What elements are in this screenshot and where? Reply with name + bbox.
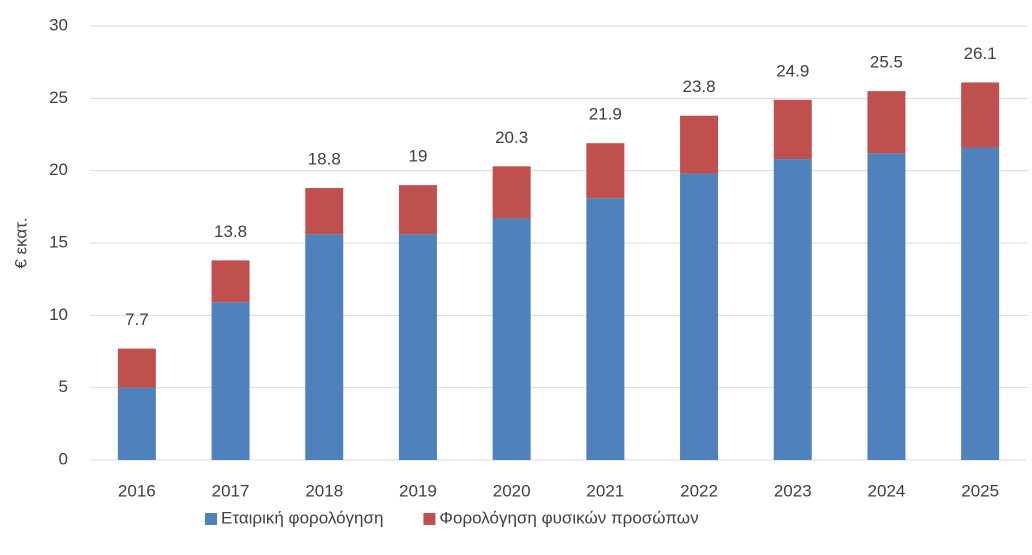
x-tick-label: 2019 xyxy=(399,481,437,500)
total-label: 24.9 xyxy=(776,61,809,80)
y-tick-label: 25 xyxy=(49,88,68,107)
bar-segment xyxy=(867,91,906,154)
bar-segment xyxy=(492,218,531,460)
legend-label: Φορολόγηση φυσικών προσώπων xyxy=(439,508,698,527)
legend-swatch xyxy=(423,513,436,525)
x-tick-label: 2016 xyxy=(118,481,156,500)
total-label: 18.8 xyxy=(308,150,341,169)
x-tick-label: 2022 xyxy=(680,481,718,500)
x-tick-label: 2024 xyxy=(868,481,906,500)
bar-segment xyxy=(867,153,906,460)
bar-segment xyxy=(961,82,1000,148)
y-tick-label: 0 xyxy=(59,449,68,468)
bar-segment xyxy=(680,173,719,460)
total-label: 21.9 xyxy=(589,105,622,124)
bar-segment xyxy=(117,348,156,388)
y-tick-label: 20 xyxy=(49,160,68,179)
bar-segment xyxy=(586,143,625,199)
total-label: 26.1 xyxy=(964,44,997,63)
bar-segment xyxy=(586,198,625,461)
y-tick-label: 5 xyxy=(59,377,68,396)
x-tick-label: 2021 xyxy=(586,481,624,500)
total-label: 13.8 xyxy=(214,222,247,241)
bar-segment xyxy=(117,387,156,460)
total-label: 7.7 xyxy=(125,310,149,329)
total-label: 19 xyxy=(408,147,427,166)
total-label: 25.5 xyxy=(870,53,903,72)
y-axis-label: € εκατ. xyxy=(11,217,30,268)
bar-segment xyxy=(398,234,437,460)
bar-segment xyxy=(773,99,812,160)
x-tick-label: 2017 xyxy=(212,481,250,500)
x-tick-label: 2018 xyxy=(305,481,343,500)
total-label: 20.3 xyxy=(495,128,528,147)
y-tick-label: 10 xyxy=(49,305,68,324)
bar-segment xyxy=(680,115,719,174)
x-tick-label: 2023 xyxy=(774,481,812,500)
y-tick-label: 15 xyxy=(49,232,68,251)
bar-segment xyxy=(305,188,344,235)
bar-segment xyxy=(398,185,437,235)
bar-segment xyxy=(961,147,1000,460)
legend-label: Εταιρική φορολόγηση xyxy=(221,508,383,527)
bar-segment xyxy=(773,159,812,461)
x-tick-label: 2025 xyxy=(961,481,999,500)
bar-segment xyxy=(305,234,344,460)
total-label: 23.8 xyxy=(683,77,716,96)
x-tick-label: 2020 xyxy=(493,481,531,500)
bar-segment xyxy=(211,302,250,460)
y-tick-label: 30 xyxy=(49,15,68,34)
bar-segment xyxy=(211,260,250,303)
legend-swatch xyxy=(205,513,217,525)
bar-segment xyxy=(492,166,531,219)
